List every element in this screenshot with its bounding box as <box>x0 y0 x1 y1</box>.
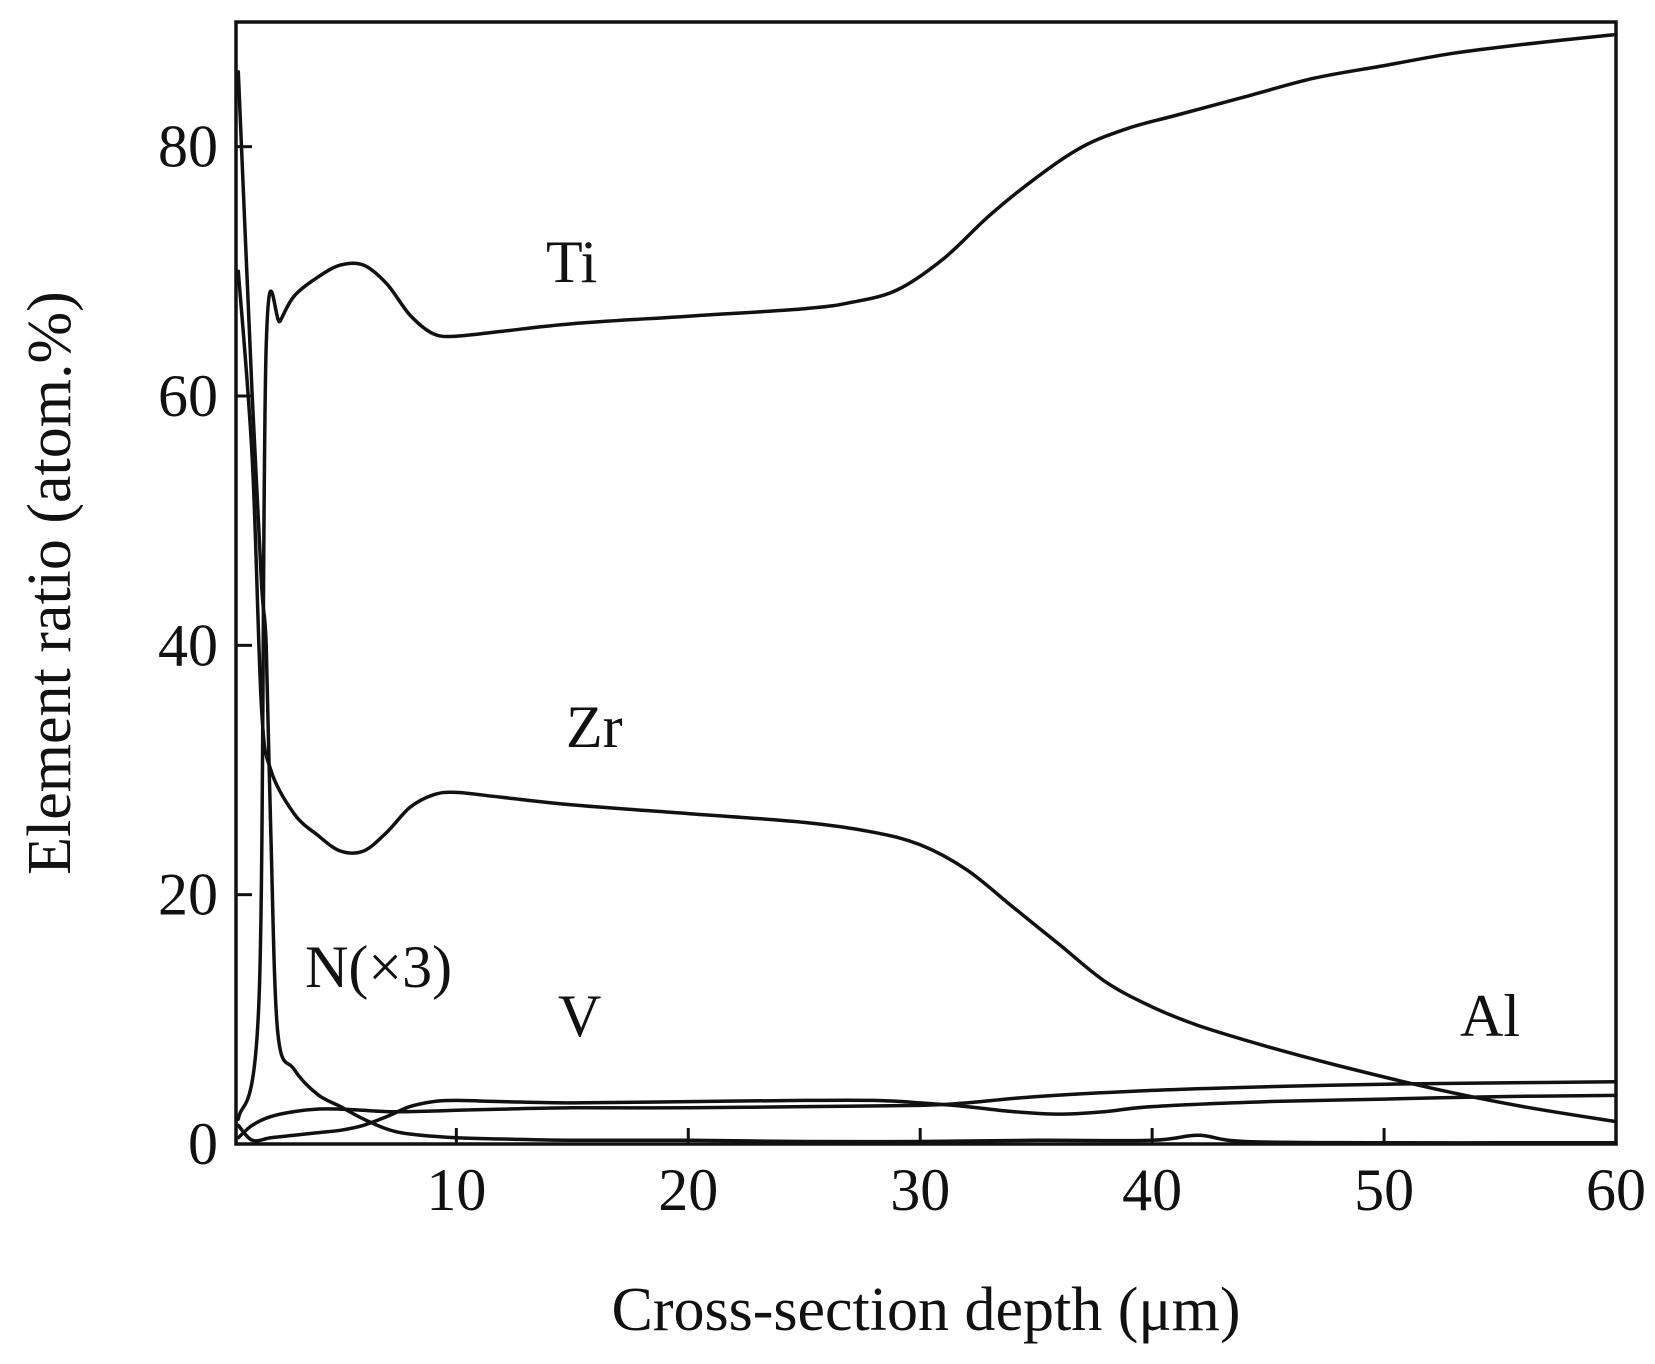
y-tick-label: 0 <box>188 1111 218 1177</box>
y-tick-label: 20 <box>158 862 218 928</box>
series-label-ti: Ti <box>546 229 597 295</box>
series-line-4 <box>236 1079 1618 1140</box>
x-tick-label: 50 <box>1354 1157 1414 1223</box>
series-line-1 <box>236 269 1618 1124</box>
x-tick-label: 20 <box>658 1157 718 1223</box>
x-axis-ticks: 10 20 30 40 50 60 <box>426 1128 1646 1223</box>
series-label-n: N(×3) <box>305 934 452 1000</box>
series-line-3 <box>236 1093 1618 1143</box>
series-label-v: V <box>558 983 601 1049</box>
x-tick-label: 10 <box>426 1157 486 1223</box>
series-line-0 <box>236 32 1618 1121</box>
x-tick-label: 30 <box>890 1157 950 1223</box>
plot-frame <box>234 20 1618 1146</box>
x-tick-label: 40 <box>1122 1157 1182 1223</box>
series-label-zr: Zr <box>566 694 623 760</box>
y-tick-label: 60 <box>158 363 218 429</box>
x-tick-label: 60 <box>1586 1157 1646 1223</box>
x-axis-title: Cross-section depth (μm) <box>611 1276 1240 1344</box>
y-axis-title: Element ratio (atom.%) <box>16 291 84 875</box>
y-tick-label: 80 <box>158 114 218 180</box>
y-tick-label: 40 <box>158 612 218 678</box>
series-line-2 <box>236 70 1618 1145</box>
series-lines <box>236 32 1618 1145</box>
series-label-al: Al <box>1460 983 1520 1049</box>
y-axis-ticks: 0 20 40 60 80 <box>158 114 252 1177</box>
